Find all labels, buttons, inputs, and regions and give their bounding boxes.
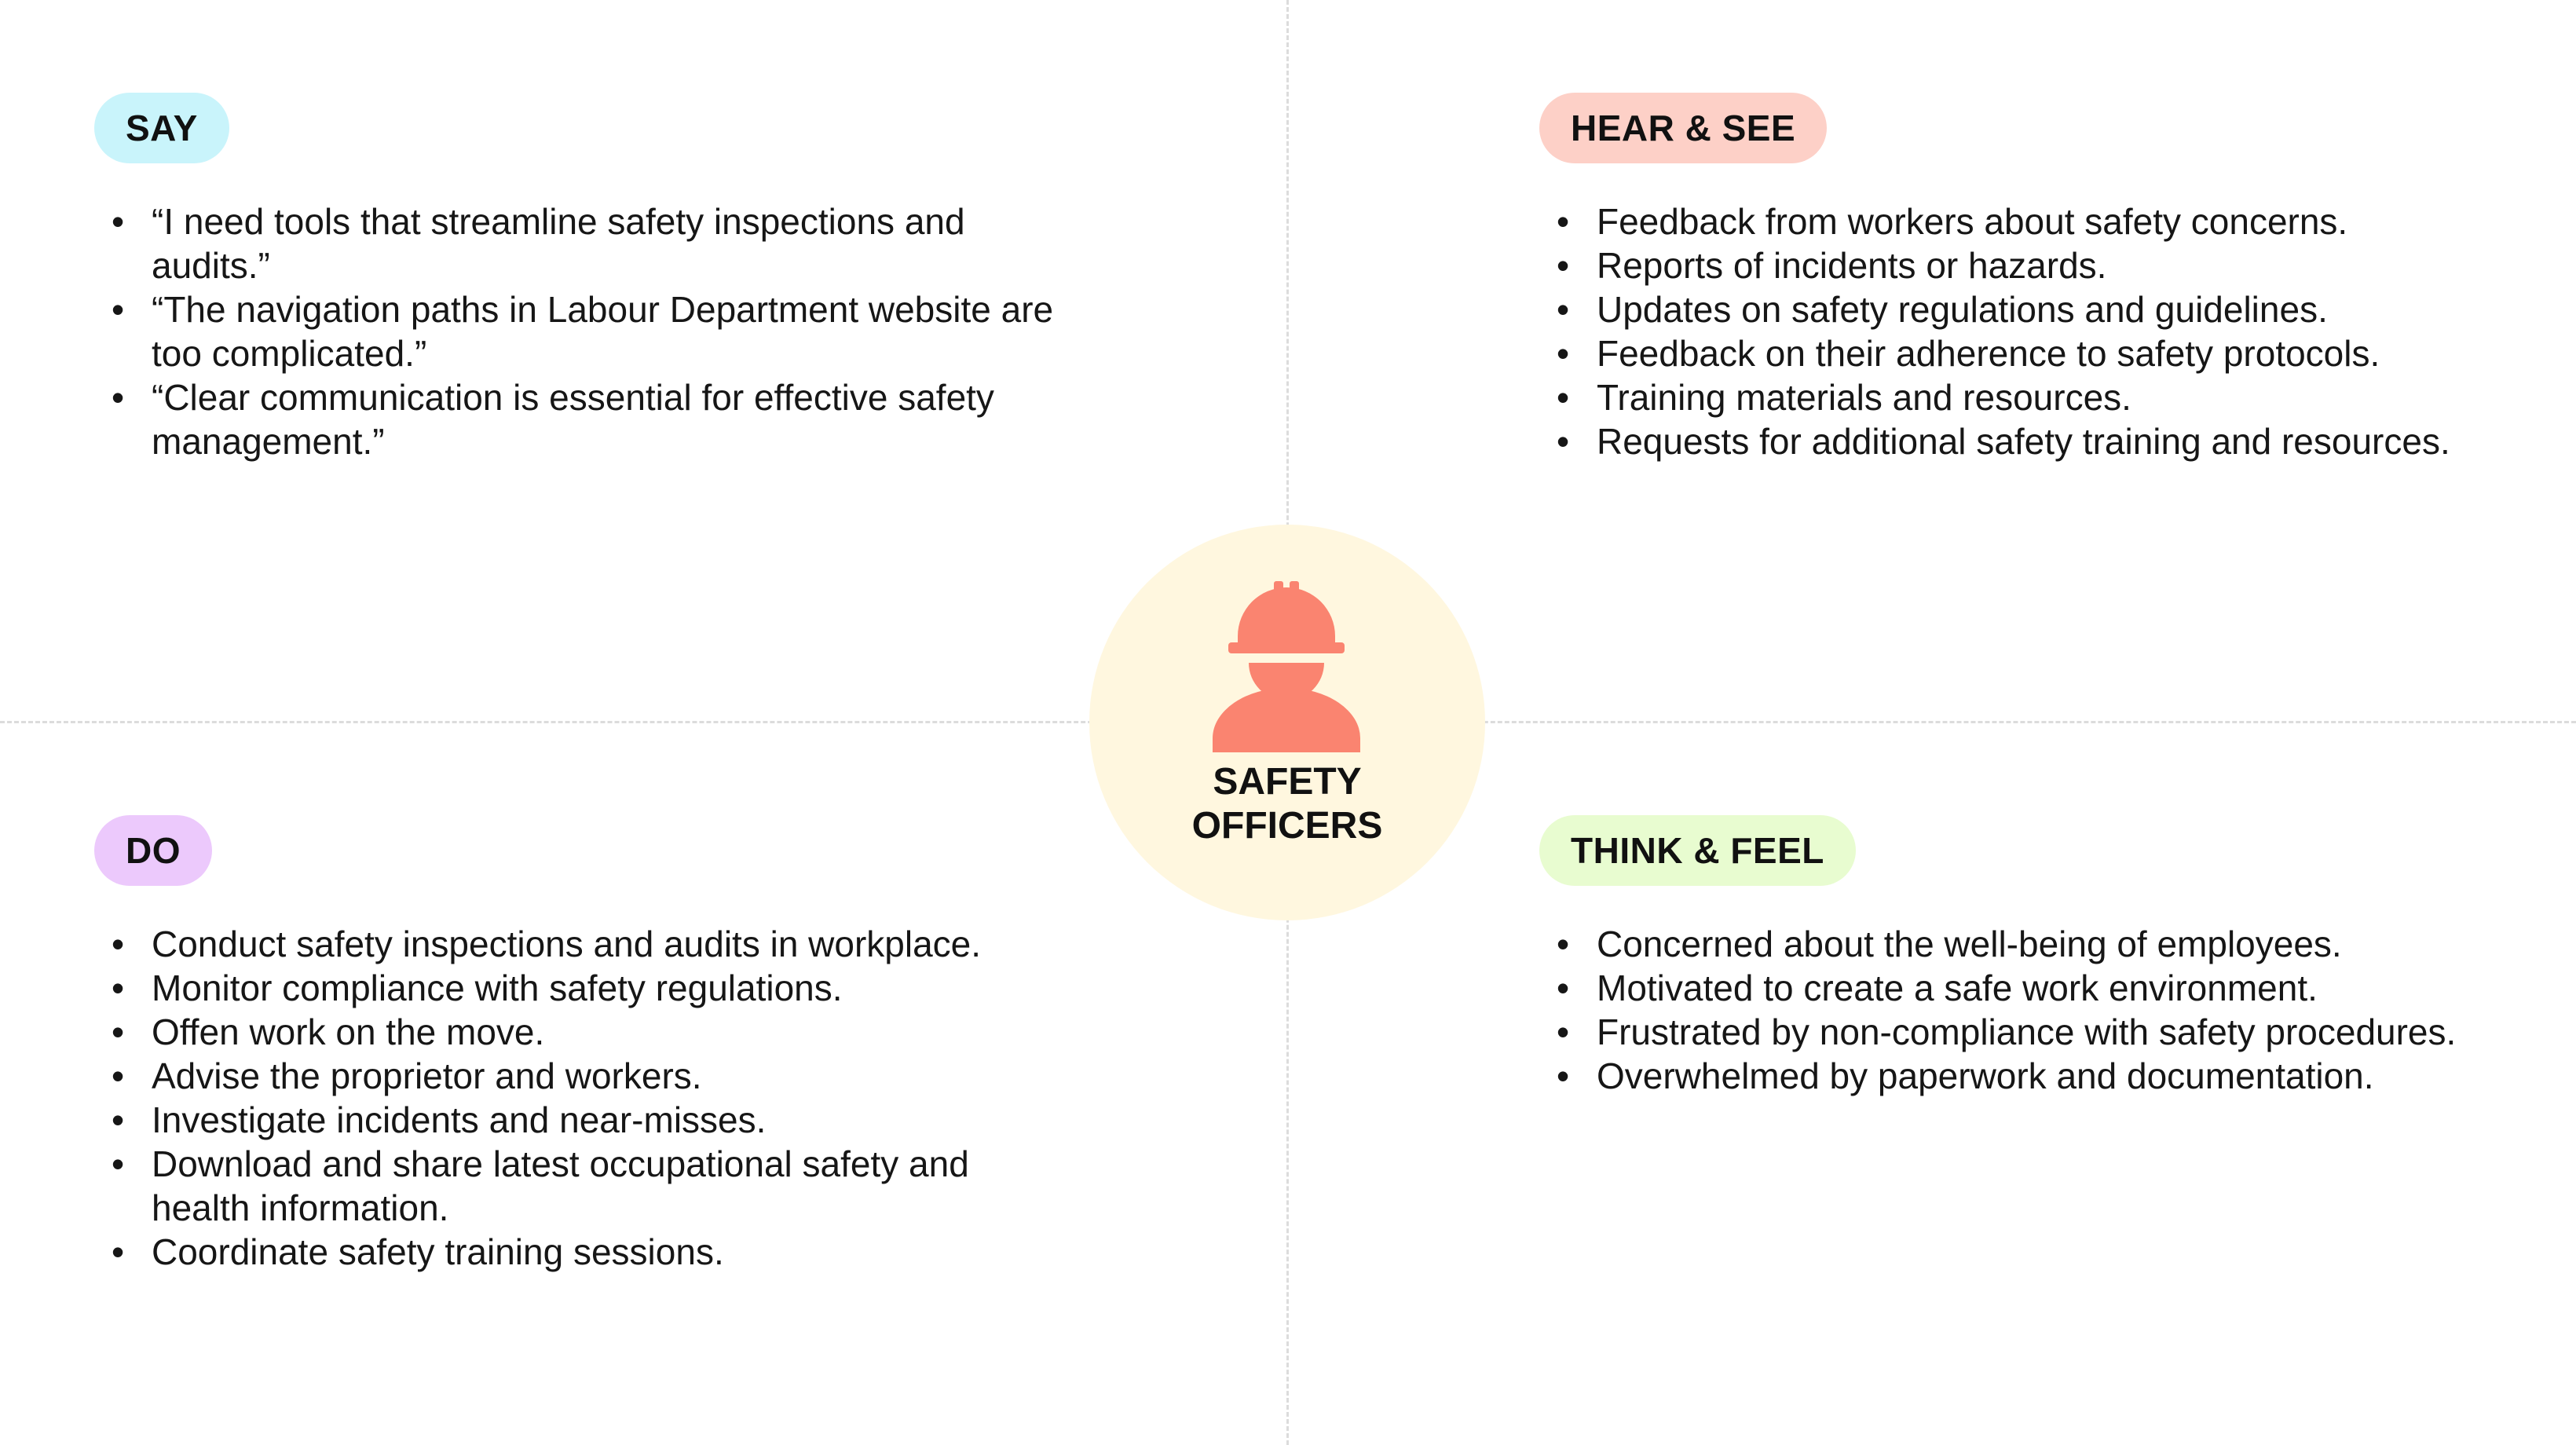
say-label-pill: SAY bbox=[94, 93, 229, 163]
persona-label: SAFETY OFFICERS bbox=[1089, 760, 1485, 848]
list-item-text: Investigate incidents and near-misses. bbox=[152, 1099, 767, 1140]
bullet-icon: • bbox=[1557, 968, 1570, 1008]
list-item-text: Overwhelmed by paperwork and documentati… bbox=[1597, 1055, 2374, 1096]
list-item-text: Feedback on their adherence to safety pr… bbox=[1597, 333, 2380, 374]
list-item: • Conduct safety inspections and audits i… bbox=[94, 922, 1068, 966]
persona-label-line1: SAFETY bbox=[1213, 761, 1362, 803]
think-feel-quadrant: THINK & FEEL • Concerned about the well-b… bbox=[1539, 815, 2513, 1098]
list-item-text: Monitor compliance with safety regulatio… bbox=[152, 968, 843, 1008]
list-item: • “I need tools that streamline safety in… bbox=[94, 199, 1068, 287]
list-item-text: “I need tools that streamline safety ins… bbox=[152, 201, 965, 286]
list-item: • “The navigation paths in Labour Departm… bbox=[94, 287, 1068, 375]
list-item: • Coordinate safety training sessions. bbox=[94, 1230, 1068, 1274]
bullet-icon: • bbox=[1557, 377, 1570, 418]
bullet-icon: • bbox=[1557, 201, 1570, 242]
list-item-text: Advise the proprietor and workers. bbox=[152, 1055, 702, 1096]
list-item: • Concerned about the well-being of emplo… bbox=[1539, 922, 2513, 966]
bullet-icon: • bbox=[112, 1099, 125, 1140]
hear-see-list: • Feedback from workers about safety conc… bbox=[1539, 199, 2513, 463]
list-item: • Overwhelmed by paperwork and documentat… bbox=[1539, 1054, 2513, 1098]
list-item: • Investigate incidents and near-misses. bbox=[94, 1098, 1068, 1142]
list-item: • Motivated to create a safe work environ… bbox=[1539, 966, 2513, 1010]
list-item: • Monitor compliance with safety regulati… bbox=[94, 966, 1068, 1010]
list-item-text: Updates on safety regulations and guidel… bbox=[1597, 289, 2328, 330]
bullet-icon: • bbox=[112, 289, 125, 330]
list-item-text: Frustrated by non-compliance with safety… bbox=[1597, 1012, 2457, 1052]
list-item-text: Training materials and resources. bbox=[1597, 377, 2131, 418]
list-item: • Requests for additional safety training… bbox=[1539, 419, 2513, 463]
bullet-icon: • bbox=[112, 1055, 125, 1096]
bullet-icon: • bbox=[1557, 333, 1570, 374]
list-item-text: Concerned about the well-being of employ… bbox=[1597, 924, 2342, 964]
list-item: • Frustrated by non-compliance with safet… bbox=[1539, 1010, 2513, 1054]
list-item: • Offen work on the move. bbox=[94, 1010, 1068, 1054]
list-item: • Updates on safety regulations and guide… bbox=[1539, 287, 2513, 331]
do-quadrant: DO • Conduct safety inspections and audit… bbox=[94, 815, 1068, 1274]
bullet-icon: • bbox=[1557, 289, 1570, 330]
hear-see-quadrant: HEAR & SEE • Feedback from workers about … bbox=[1539, 93, 2513, 463]
think-feel-label-pill: THINK & FEEL bbox=[1539, 815, 1856, 886]
bullet-icon: • bbox=[112, 924, 125, 964]
persona-label-line2: OFFICERS bbox=[1191, 805, 1383, 847]
bullet-icon: • bbox=[112, 1012, 125, 1052]
bullet-icon: • bbox=[112, 1143, 125, 1184]
bullet-icon: • bbox=[112, 201, 125, 242]
list-item: • Advise the proprietor and workers. bbox=[94, 1054, 1068, 1098]
do-list: • Conduct safety inspections and audits i… bbox=[94, 922, 1068, 1274]
list-item-text: Coordinate safety training sessions. bbox=[152, 1231, 724, 1272]
list-item-text: Motivated to create a safe work environm… bbox=[1597, 968, 2318, 1008]
do-label-pill: DO bbox=[94, 815, 212, 886]
list-item: • Feedback from workers about safety conc… bbox=[1539, 199, 2513, 243]
list-item-text: Conduct safety inspections and audits in… bbox=[152, 924, 982, 964]
bullet-icon: • bbox=[1557, 245, 1570, 286]
bullet-icon: • bbox=[112, 968, 125, 1008]
say-list: • “I need tools that streamline safety in… bbox=[94, 199, 1068, 463]
list-item: • Reports of incidents or hazards. bbox=[1539, 243, 2513, 287]
list-item: • “Clear communication is essential for e… bbox=[94, 375, 1068, 463]
bullet-icon: • bbox=[1557, 1012, 1570, 1052]
bullet-icon: • bbox=[112, 1231, 125, 1272]
bullet-icon: • bbox=[1557, 1055, 1570, 1096]
bullet-icon: • bbox=[112, 377, 125, 418]
bullet-icon: • bbox=[1557, 924, 1570, 964]
bullet-icon: • bbox=[1557, 421, 1570, 462]
list-item-text: “Clear communication is essential for ef… bbox=[152, 377, 994, 462]
list-item-text: Feedback from workers about safety conce… bbox=[1597, 201, 2348, 242]
list-item: • Training materials and resources. bbox=[1539, 375, 2513, 419]
list-item: • Feedback on their adherence to safety p… bbox=[1539, 331, 2513, 375]
list-item-text: “The navigation paths in Labour Departme… bbox=[152, 289, 1054, 374]
list-item-text: Reports of incidents or hazards. bbox=[1597, 245, 2107, 286]
safety-officer-hardhat-icon bbox=[1213, 581, 1360, 752]
list-item: • Download and share latest occupational … bbox=[94, 1142, 1068, 1230]
list-item-text: Requests for additional safety training … bbox=[1597, 421, 2450, 462]
list-item-text: Download and share latest occupational s… bbox=[152, 1143, 969, 1228]
list-item-text: Offen work on the move. bbox=[152, 1012, 545, 1052]
say-quadrant: SAY • “I need tools that streamline safet… bbox=[94, 93, 1068, 463]
think-feel-list: • Concerned about the well-being of emplo… bbox=[1539, 922, 2513, 1098]
hear-see-label-pill: HEAR & SEE bbox=[1539, 93, 1828, 163]
